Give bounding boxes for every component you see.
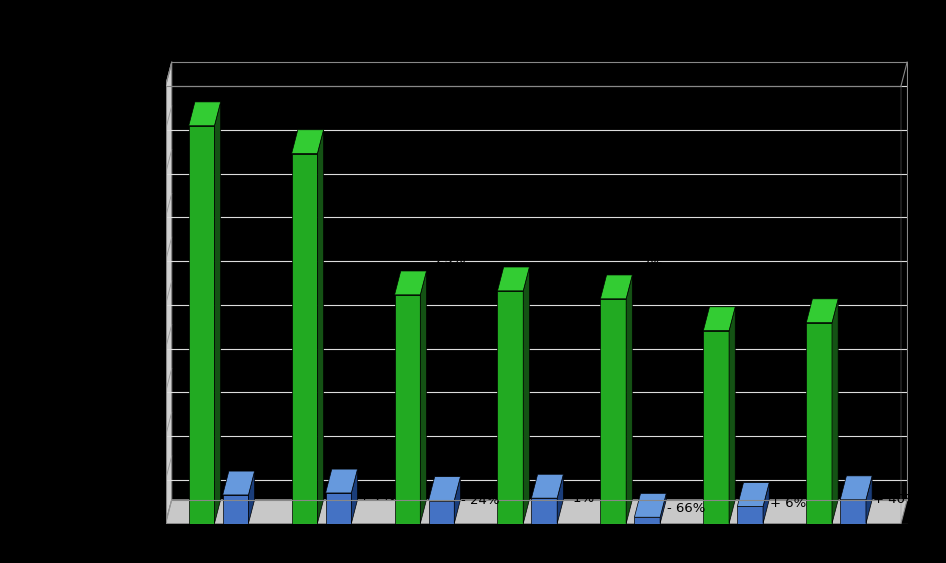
- Text: - 2%: - 2%: [839, 281, 869, 294]
- Polygon shape: [806, 299, 838, 323]
- Polygon shape: [317, 129, 324, 524]
- Text: - 1%: - 1%: [565, 493, 594, 506]
- Polygon shape: [291, 154, 317, 524]
- Polygon shape: [832, 299, 838, 524]
- Polygon shape: [394, 271, 427, 295]
- Polygon shape: [703, 330, 729, 524]
- Polygon shape: [222, 495, 249, 524]
- Polygon shape: [703, 307, 735, 330]
- Polygon shape: [729, 307, 735, 524]
- Polygon shape: [763, 482, 769, 524]
- Polygon shape: [660, 493, 666, 524]
- Polygon shape: [215, 102, 220, 524]
- Polygon shape: [557, 474, 564, 524]
- Polygon shape: [523, 267, 530, 524]
- Polygon shape: [737, 482, 769, 507]
- Polygon shape: [420, 271, 427, 524]
- Polygon shape: [635, 517, 660, 524]
- Polygon shape: [635, 493, 666, 517]
- Polygon shape: [601, 275, 632, 299]
- Text: - 7%: - 7%: [324, 112, 355, 125]
- Text: - 2%: - 2%: [634, 257, 663, 270]
- Polygon shape: [325, 493, 351, 524]
- Polygon shape: [626, 275, 632, 524]
- Text: - 66%: - 66%: [667, 502, 706, 515]
- Polygon shape: [429, 477, 461, 501]
- Polygon shape: [454, 477, 461, 524]
- Text: - 24%: - 24%: [462, 494, 500, 507]
- Polygon shape: [351, 469, 358, 524]
- Text: + 0%: + 0%: [531, 249, 567, 262]
- Polygon shape: [840, 500, 866, 524]
- Polygon shape: [737, 507, 763, 524]
- Polygon shape: [249, 471, 254, 524]
- Text: + 40%: + 40%: [873, 493, 918, 506]
- Polygon shape: [532, 474, 564, 498]
- Polygon shape: [166, 500, 907, 524]
- Polygon shape: [291, 129, 324, 154]
- Polygon shape: [429, 501, 454, 524]
- Polygon shape: [532, 498, 557, 524]
- Text: + 6%: + 6%: [770, 497, 807, 510]
- Polygon shape: [601, 299, 626, 524]
- Text: + 7%: + 7%: [359, 490, 394, 503]
- Polygon shape: [866, 476, 872, 524]
- Text: - 25%: - 25%: [428, 253, 466, 266]
- Polygon shape: [188, 126, 215, 524]
- Polygon shape: [222, 471, 254, 495]
- Polygon shape: [840, 476, 872, 500]
- Polygon shape: [498, 291, 523, 524]
- Polygon shape: [498, 267, 530, 291]
- Polygon shape: [188, 102, 220, 126]
- Polygon shape: [394, 295, 420, 524]
- Polygon shape: [325, 469, 358, 493]
- Polygon shape: [166, 62, 172, 524]
- Polygon shape: [806, 323, 832, 524]
- Text: - 7%: - 7%: [736, 289, 766, 302]
